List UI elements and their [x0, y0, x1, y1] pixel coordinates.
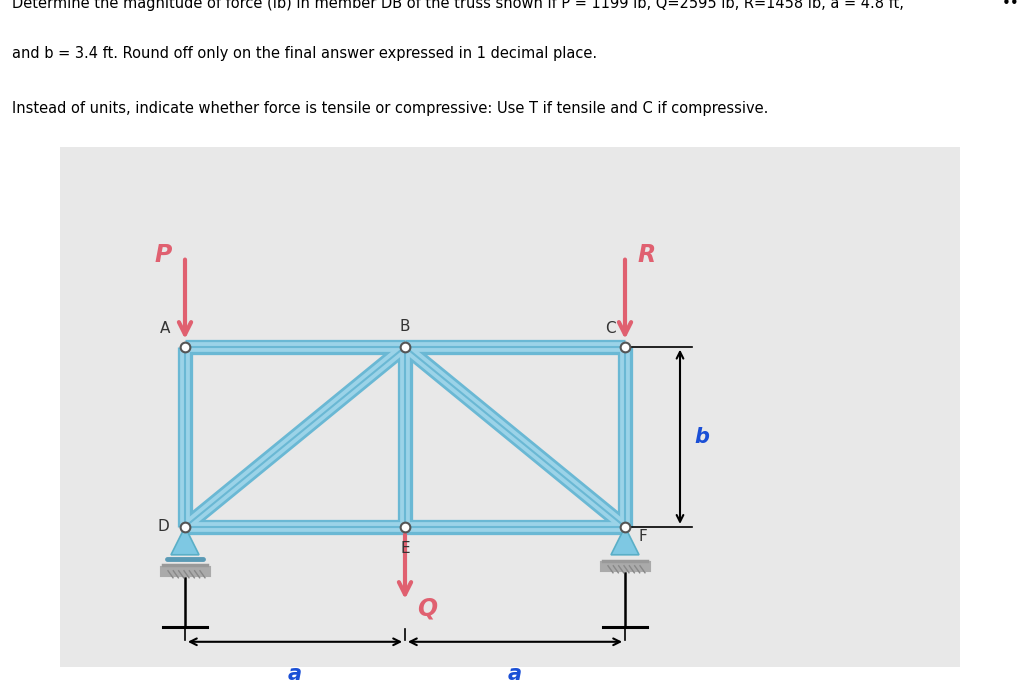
Text: F: F	[638, 529, 648, 544]
Text: Determine the magnitude of force (lb) in member DB of the truss shown if P = 119: Determine the magnitude of force (lb) in…	[12, 0, 905, 11]
Text: b: b	[695, 427, 709, 447]
Polygon shape	[611, 527, 639, 554]
Text: ••: ••	[1002, 0, 1020, 11]
Text: Q: Q	[417, 597, 437, 621]
FancyBboxPatch shape	[60, 147, 960, 667]
Text: and b = 3.4 ft. Round off only on the final answer expressed in 1 decimal place.: and b = 3.4 ft. Round off only on the fi…	[12, 46, 597, 61]
Text: Instead of units, indicate whether force is tensile or compressive: Use T if ten: Instead of units, indicate whether force…	[12, 101, 769, 116]
Text: a: a	[508, 664, 522, 682]
Polygon shape	[171, 527, 199, 554]
Text: C: C	[604, 321, 616, 336]
Text: E: E	[400, 542, 410, 557]
Text: B: B	[400, 319, 410, 334]
Text: P: P	[154, 243, 172, 267]
Text: a: a	[288, 664, 302, 682]
Text: A: A	[159, 321, 171, 336]
Text: D: D	[157, 519, 169, 534]
Text: R: R	[638, 243, 656, 267]
